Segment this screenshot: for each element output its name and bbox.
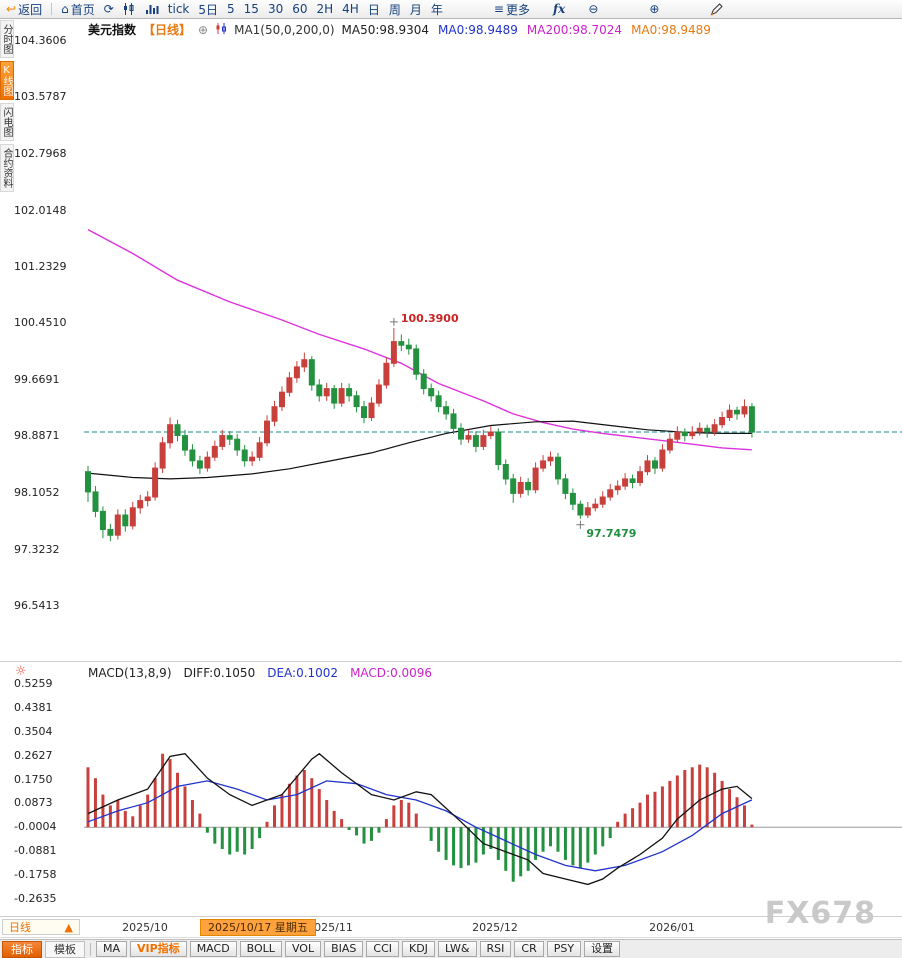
macd-value-label: DIFF:0.1050 — [183, 666, 256, 680]
indicator-button[interactable]: CCI — [366, 941, 399, 957]
x-axis-label: 2026/01 — [649, 921, 695, 934]
indicator-bar: 指标 模板 MA VIP指标 MACD BOLL VOL BIAS CCI KDJ LW& RSI CR… — [0, 939, 902, 958]
zoom-out-icon: ⊖ — [588, 2, 599, 16]
chart-header: 美元指数 【日线】 ⊕ MA1(50,0,200,0) MA50:98.9304… — [88, 21, 720, 38]
indicator-button[interactable]: MACD — [189, 941, 237, 957]
indicator-button[interactable]: VOL — [284, 941, 322, 957]
ma-value-label: MA200:98.7024 — [526, 22, 623, 37]
more-label: 更多 — [505, 2, 530, 17]
divider — [90, 942, 91, 956]
pen-icon — [711, 2, 724, 15]
indicator-button[interactable]: LW& — [437, 941, 477, 957]
period-button[interactable]: 5日 — [198, 2, 219, 17]
crosshair-date-label: 2025/10/17 星期五 — [200, 919, 316, 936]
indicator-button[interactable]: BOLL — [239, 941, 282, 957]
x-axis-label: 2025/10 — [122, 921, 168, 934]
timeframe-label: 日线 — [9, 921, 31, 934]
period-button[interactable]: 周 — [388, 2, 401, 17]
indicator-settings-sun-icon[interactable]: ☼ — [15, 664, 27, 679]
indicator-button[interactable]: MA — [96, 941, 128, 957]
draw-tool-button[interactable] — [710, 2, 724, 16]
chart-type-tab-strip: 分时图 K线图闪电图合约资料 — [0, 20, 14, 192]
chevron-up-icon: ▲ — [64, 920, 73, 934]
peak-price-label: 100.3900 — [400, 311, 459, 325]
top-toolbar: ↩ 返回 ⌂ 首页 ⟳ tick 5日 5 15 30 60 2H 4H 日周月年 ≡ 更多 fx ⊖ ⊕ — [0, 0, 902, 19]
mini-kline-icon — [215, 22, 227, 37]
ma-values: MA50:98.9304 MA0:98.9489 MA200:98.7024 MA0:… — [342, 23, 720, 37]
x-axis-label: 2025/12 — [472, 921, 518, 934]
macd-value-label: MACD:0.0096 — [350, 666, 433, 680]
menu-icon: ≡ — [493, 2, 504, 16]
bar-chart-icon — [145, 5, 159, 14]
back-label: 返回 — [18, 2, 43, 17]
timeframe-selector[interactable]: 日线 ▲ — [2, 919, 80, 935]
chart-type-tab[interactable]: 分时图 — [0, 20, 14, 58]
chart-type-tab[interactable]: K线图 — [0, 61, 14, 100]
ma-settings-label: MA1(50,0,200,0) — [234, 22, 335, 37]
x-axis-label: 2025/11 — [307, 921, 353, 934]
add-indicator-icon[interactable]: ⊕ — [198, 22, 209, 37]
period-button[interactable]: 60 — [292, 2, 308, 16]
period-button[interactable]: 30 — [267, 2, 284, 16]
indicator-button[interactable]: VIP指标 — [130, 941, 187, 957]
period-button[interactable]: 5 — [227, 2, 235, 16]
indicators-tab[interactable]: 指标 — [2, 940, 42, 958]
symbol-title: 美元指数 — [88, 23, 137, 37]
chart-type-tab[interactable]: 闪电图 — [0, 103, 14, 141]
home-icon: ⌂ — [61, 2, 69, 16]
macd-value-label: DEA:0.1002 — [267, 666, 339, 680]
indicator-button[interactable]: 设置 — [584, 941, 621, 957]
ma-value-label: MA0:98.9489 — [438, 22, 518, 37]
indicator-button[interactable]: PSY — [546, 941, 582, 957]
ma-value-label: MA0:98.9489 — [631, 22, 711, 37]
period-button[interactable]: tick — [167, 2, 190, 16]
refresh-icon: ⟳ — [103, 2, 114, 16]
chart-type-tab[interactable]: 合约资料 — [0, 144, 14, 192]
ma-value-label: MA50:98.9304 — [341, 22, 430, 37]
volume-style-button[interactable] — [145, 3, 159, 15]
macd-values: DIFF:0.1050 DEA:0.1002 MACD:0.0096 — [184, 666, 433, 680]
period-button[interactable]: 4H — [342, 2, 359, 16]
kline-chart-icon — [123, 3, 134, 15]
macd-indicator-header: MACD(13,8,9) DIFF:0.1050 DEA:0.1002 MACD:0… — [88, 666, 432, 680]
period-button[interactable]: 日 — [367, 2, 380, 17]
trough-price-label: 97.7479 — [586, 526, 637, 540]
period-button[interactable]: 月 — [409, 2, 422, 17]
divider — [51, 3, 53, 15]
indicator-button[interactable]: BIAS — [324, 941, 364, 957]
watermark: FX678 — [764, 896, 876, 931]
more-button[interactable]: ≡ 更多 — [494, 1, 530, 18]
period-tag: 【日线】 — [143, 23, 192, 37]
back-icon: ↩ — [6, 2, 17, 16]
zoom-in-icon: ⊕ — [649, 2, 660, 16]
kline-style-button[interactable] — [123, 3, 136, 15]
back-button[interactable]: ↩ 返回 — [6, 1, 42, 18]
time-axis: 日线 ▲ 2025/10/17 星期五 2025/10 2025/11 2025/1… — [0, 918, 902, 936]
fx-functions-button[interactable]: fx — [552, 2, 566, 16]
zoom-in-button[interactable]: ⊕ — [649, 3, 659, 15]
indicator-button[interactable]: KDJ — [402, 941, 435, 957]
zoom-out-button[interactable]: ⊖ — [588, 3, 598, 15]
indicator-button[interactable]: RSI — [479, 941, 512, 957]
period-button[interactable]: 15 — [243, 2, 259, 16]
period-button[interactable]: 2H — [316, 2, 334, 16]
indicator-button[interactable]: CR — [514, 941, 544, 957]
refresh-button[interactable]: ⟳ — [104, 3, 114, 15]
macd-settings-label: MACD(13,8,9) — [88, 666, 172, 680]
home-label: 首页 — [70, 2, 95, 17]
templates-tab[interactable]: 模板 — [45, 940, 85, 958]
home-button[interactable]: ⌂ 首页 — [61, 1, 95, 18]
period-button[interactable]: 年 — [430, 2, 443, 17]
